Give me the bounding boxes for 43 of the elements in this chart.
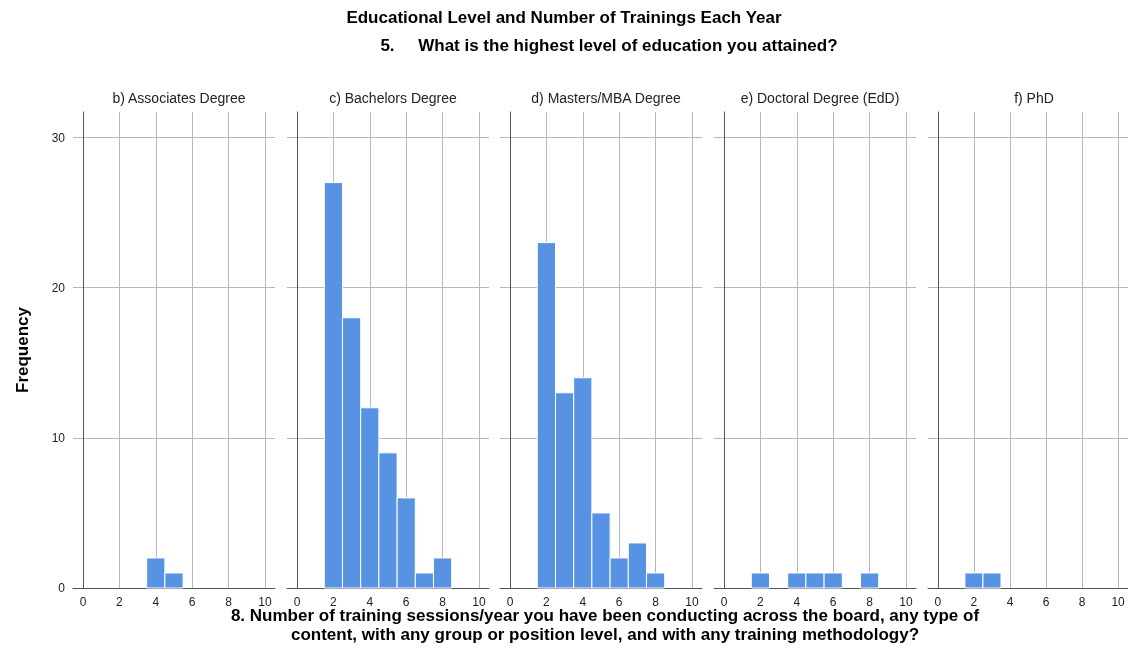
y-axis-title: Frequency [13,307,33,393]
x-tick-label: 2 [757,595,765,609]
text: Educational Level and Number of Trainings Each Year [345,8,783,28]
x-tick-label: 0 [507,595,515,609]
x-tick-label: 10 [899,595,914,609]
x-tick-label: 8 [438,595,446,609]
x-axis-title: 8. Number of training sessions/year you have been conducting across the board, any type of content, with any group or position level, and with any training methodology? [229,606,981,644]
x-tick-label: 6 [1042,595,1050,609]
x-tick-label: 8 [1078,595,1086,609]
text: 5. What is the highest level of education you attained? [379,36,839,56]
x-tick-label: 10 [685,595,700,609]
y-tick-label: 0 [58,581,66,595]
x-tick-label: 6 [188,595,196,609]
x-tick-label: 4 [579,595,587,609]
x-tick-label: 10 [258,595,272,609]
x-tick-label: 2 [116,595,124,609]
x-tick-label: 10 [472,595,486,609]
x-tick-label: 0 [934,595,942,609]
x-tick-label: 2 [329,595,337,609]
chart-title: e) Doctoral Degree (EdD) [740,90,900,106]
x-tick-label: 4 [1006,595,1014,609]
x-tick-label: 6 [616,595,624,609]
x-tick-label: 10 [1111,595,1125,609]
x-tick-label: 4 [793,595,801,609]
chart-title: f) PhD [1013,90,1054,106]
y-tick-label: 20 [51,280,66,295]
chart-title: d) Masters/MBA Degree [531,90,682,106]
x-tick-label: 2 [543,595,551,609]
y-tick-label: 30 [51,130,66,145]
x-tick-label: 6 [402,595,410,609]
x-tick-label: 4 [366,595,374,609]
x-tick-label: 6 [829,595,837,609]
x-tick-label: 8 [866,595,874,609]
x-tick-label: 0 [293,595,301,609]
y-tick-label: 10 [51,430,66,445]
x-tick-label: 2 [970,595,978,609]
x-tick-label: 0 [79,595,87,609]
chart-title: b) Associates Degree [112,90,246,106]
x-tick-label: 4 [152,595,160,609]
x-tick-label: 8 [652,595,660,609]
chart-title: c) Bachelors Degree [328,90,457,106]
x-tick-label: 0 [720,595,728,609]
x-tick-label: 8 [225,595,233,609]
